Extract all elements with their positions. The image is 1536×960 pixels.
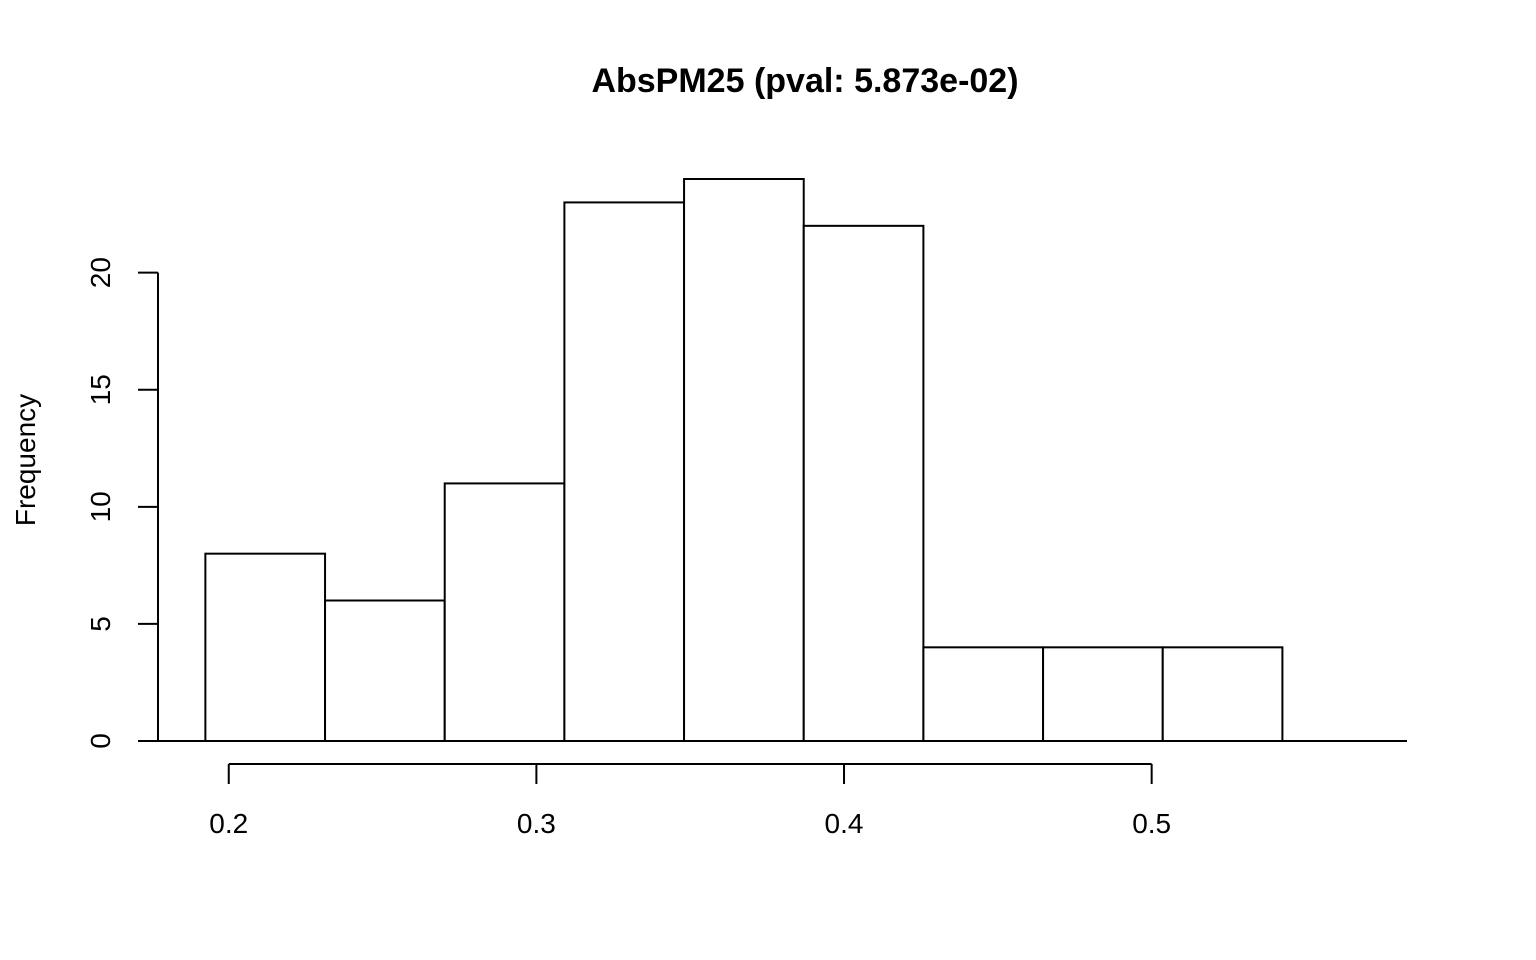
histogram-bar-1 [204,552,327,743]
x-tick-label: 0.3 [517,808,556,839]
y-tick-label: 5 [85,616,116,632]
histogram-bar-2 [324,599,446,742]
y-tick-label: 0 [85,733,116,749]
histogram-bar-9 [1161,646,1284,742]
x-tick-label: 0.4 [825,808,864,839]
y-axis: 0 5 10 15 20 [85,257,159,749]
y-tick-label: 15 [85,374,116,405]
histogram-bar-3 [443,482,566,742]
histogram-bar-7 [922,646,1045,742]
histogram-bar-4 [563,201,686,742]
histogram-bar-8 [1042,646,1164,742]
y-tick-label: 20 [85,257,116,288]
histogram-bar-6 [802,224,925,743]
x-tick-label: 0.5 [1132,808,1171,839]
chart-title: AbsPM25 (pval: 5.873e-02) [591,62,1018,100]
x-tick-label: 0.2 [209,808,248,839]
y-axis-label: Frequency [10,394,41,526]
bars-group [204,178,1284,743]
histogram-bar-5 [683,178,805,742]
x-axis: 0.2 0.3 0.4 0.5 [158,740,1407,839]
y-tick-label: 10 [85,491,116,522]
